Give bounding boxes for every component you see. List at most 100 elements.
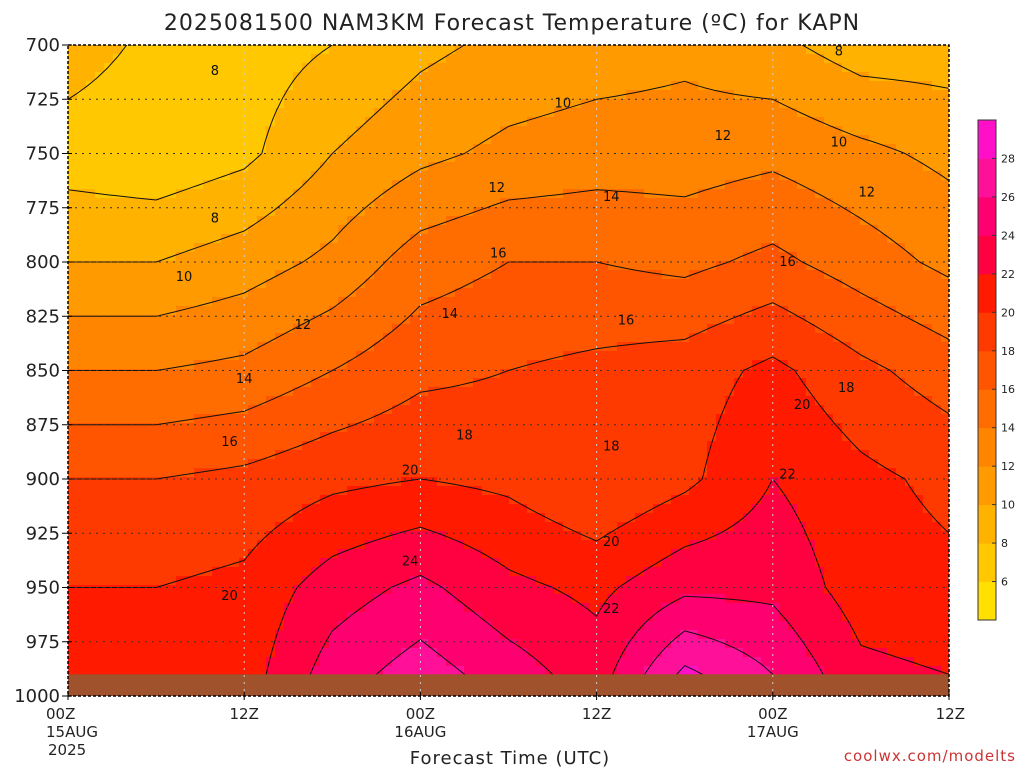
field-cell — [257, 306, 267, 316]
field-cell — [941, 414, 949, 424]
field-cell — [140, 261, 150, 271]
field-cell — [302, 297, 312, 307]
field-cell — [248, 45, 258, 55]
field-cell — [644, 108, 654, 118]
field-cell — [599, 207, 609, 217]
field-cell — [914, 108, 924, 118]
field-cell — [509, 297, 519, 307]
field-cell — [590, 126, 600, 136]
field-cell — [77, 477, 87, 487]
field-cell — [878, 387, 888, 397]
field-cell — [167, 333, 177, 343]
field-cell — [464, 486, 474, 496]
field-cell — [185, 459, 195, 469]
field-cell — [104, 108, 114, 118]
field-cell — [257, 450, 267, 460]
field-cell — [806, 378, 816, 388]
field-cell — [923, 378, 933, 388]
field-cell — [410, 360, 420, 370]
field-cell — [446, 306, 456, 316]
field-cell — [734, 405, 744, 415]
field-cell — [545, 63, 555, 73]
field-cell — [743, 216, 753, 226]
field-cell — [833, 324, 843, 334]
field-cell — [761, 252, 771, 262]
field-cell — [941, 459, 949, 469]
field-cell — [185, 396, 195, 406]
field-cell — [329, 432, 339, 442]
field-cell — [590, 342, 600, 352]
field-cell — [455, 396, 465, 406]
field-cell — [320, 135, 330, 145]
field-cell — [743, 423, 753, 433]
field-cell — [77, 153, 87, 163]
field-cell — [491, 135, 501, 145]
field-cell — [554, 207, 564, 217]
field-cell — [707, 180, 717, 190]
field-cell — [653, 252, 663, 262]
field-cell — [725, 72, 735, 82]
field-cell — [797, 99, 807, 109]
field-cell — [554, 324, 564, 334]
field-cell — [563, 396, 573, 406]
field-cell — [95, 378, 105, 388]
field-cell — [914, 414, 924, 424]
field-cell — [923, 207, 933, 217]
field-cell — [167, 198, 177, 208]
field-cell — [689, 495, 699, 505]
field-cell — [131, 369, 141, 379]
field-cell — [599, 414, 609, 424]
field-cell — [266, 153, 276, 163]
field-cell — [221, 387, 231, 397]
field-cell — [464, 459, 474, 469]
field-cell — [806, 279, 816, 289]
field-cell — [77, 99, 87, 109]
field-cell — [743, 360, 753, 370]
field-cell — [374, 297, 384, 307]
field-cell — [266, 234, 276, 244]
field-cell — [248, 81, 258, 91]
field-cell — [680, 279, 690, 289]
field-cell — [698, 135, 708, 145]
field-cell — [275, 162, 285, 172]
field-cell — [392, 297, 402, 307]
field-cell — [500, 72, 510, 82]
field-cell — [194, 153, 204, 163]
field-cell — [689, 288, 699, 298]
field-cell — [887, 414, 897, 424]
field-cell — [167, 432, 177, 442]
field-cell — [248, 171, 258, 181]
field-cell — [257, 261, 267, 271]
field-cell — [680, 45, 690, 55]
field-cell — [158, 90, 168, 100]
field-cell — [581, 441, 591, 451]
field-cell — [554, 270, 564, 280]
field-cell — [338, 459, 348, 469]
field-cell — [536, 342, 546, 352]
field-cell — [329, 459, 339, 469]
field-cell — [545, 279, 555, 289]
field-cell — [401, 207, 411, 217]
field-cell — [374, 198, 384, 208]
field-cell — [284, 180, 294, 190]
field-cell — [716, 144, 726, 154]
field-cell — [716, 252, 726, 262]
field-cell — [86, 468, 96, 478]
field-cell — [419, 261, 429, 271]
field-cell — [896, 360, 906, 370]
field-cell — [383, 234, 393, 244]
field-cell — [176, 450, 186, 460]
field-cell — [644, 99, 654, 109]
field-cell — [653, 306, 663, 316]
field-cell — [356, 396, 366, 406]
field-cell — [293, 279, 303, 289]
field-cell — [149, 486, 159, 496]
field-cell — [896, 144, 906, 154]
field-cell — [662, 351, 672, 361]
field-cell — [941, 180, 949, 190]
field-cell — [860, 54, 870, 64]
field-cell — [158, 342, 168, 352]
field-cell — [635, 99, 645, 109]
field-cell — [122, 270, 132, 280]
field-cell — [707, 261, 717, 271]
